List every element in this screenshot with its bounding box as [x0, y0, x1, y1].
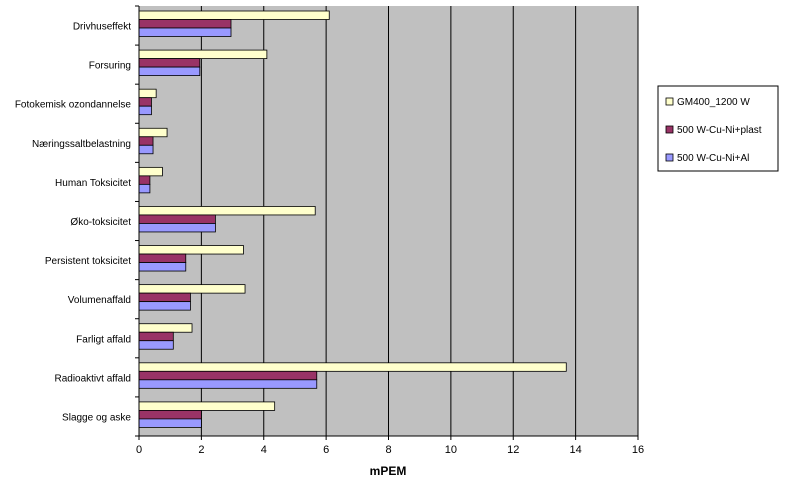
bar — [138, 175, 151, 185]
x-tick-labels: 0 2 4 6 8 10 12 14 16 — [136, 436, 644, 456]
x-tick-label: 14 — [570, 444, 582, 456]
x-tick-label: 4 — [261, 444, 267, 456]
bar — [138, 301, 191, 311]
bar — [138, 88, 157, 99]
bar — [138, 262, 187, 272]
bar — [138, 58, 201, 68]
bar — [138, 97, 152, 107]
gridlines — [200, 6, 639, 436]
x-tick-label: 6 — [323, 444, 329, 456]
bar — [138, 379, 318, 389]
bar — [138, 214, 216, 224]
bar — [138, 370, 318, 381]
bar — [138, 401, 276, 411]
bar — [138, 323, 193, 333]
bar — [138, 340, 174, 350]
legend-swatch — [665, 125, 674, 134]
bar — [138, 49, 268, 59]
x-tick-label: 8 — [385, 444, 391, 456]
bar — [138, 362, 567, 372]
bar — [138, 245, 244, 255]
x-tick-label: 16 — [632, 444, 644, 456]
bar — [138, 331, 174, 342]
bars — [138, 10, 567, 428]
category-label: Volumenaffald — [68, 295, 131, 306]
bar — [138, 66, 201, 76]
legend: GM400_1200 W 500 W-Cu-Ni+plast 500 W-Cu-Ni… — [657, 85, 779, 172]
x-tick-label: 2 — [198, 444, 204, 456]
bar — [138, 166, 163, 177]
bar — [138, 418, 202, 428]
x-tick-label: 10 — [445, 444, 457, 456]
legend-box — [657, 85, 779, 172]
bar — [138, 206, 316, 216]
category-label: Slagge og aske — [62, 412, 131, 423]
legend-label: 500 W-Cu-Ni+Al — [677, 153, 749, 164]
bar — [138, 136, 154, 146]
bar — [138, 292, 191, 303]
category-label: Næringssaltbelastning — [32, 139, 131, 150]
legend-label: 500 W-Cu-Ni+plast — [677, 125, 762, 136]
category-label: Persistent toksicitet — [45, 256, 131, 267]
legend-swatch — [665, 97, 674, 106]
bar — [138, 105, 152, 116]
bar — [138, 253, 187, 263]
bar — [138, 183, 151, 194]
category-label: Drivhuseffekt — [73, 22, 131, 33]
category-label: Fotokemisk ozondannelse — [15, 100, 132, 111]
x-tick-label: 0 — [136, 444, 142, 456]
x-tick-label: 12 — [507, 444, 519, 456]
category-label: Radioaktivt affald — [54, 373, 131, 384]
bar — [138, 10, 330, 20]
category-label: Farligt affald — [76, 334, 131, 345]
bar — [138, 144, 154, 155]
bar — [138, 284, 246, 294]
bar — [138, 27, 232, 37]
bar — [138, 223, 216, 233]
legend-label: GM400_1200 W — [677, 97, 750, 108]
category-label: Forsuring — [89, 61, 131, 72]
bar — [138, 410, 202, 420]
category-labels: Drivhuseffekt Forsuring Fotokemisk ozondan… — [15, 5, 139, 437]
legend-swatch — [665, 153, 674, 162]
bar — [138, 19, 232, 29]
category-label: Human Toksicitet — [55, 178, 131, 189]
category-label: Øko-toksicitet — [70, 217, 131, 228]
x-axis-label: mPEM — [370, 464, 407, 478]
bar — [138, 127, 168, 138]
